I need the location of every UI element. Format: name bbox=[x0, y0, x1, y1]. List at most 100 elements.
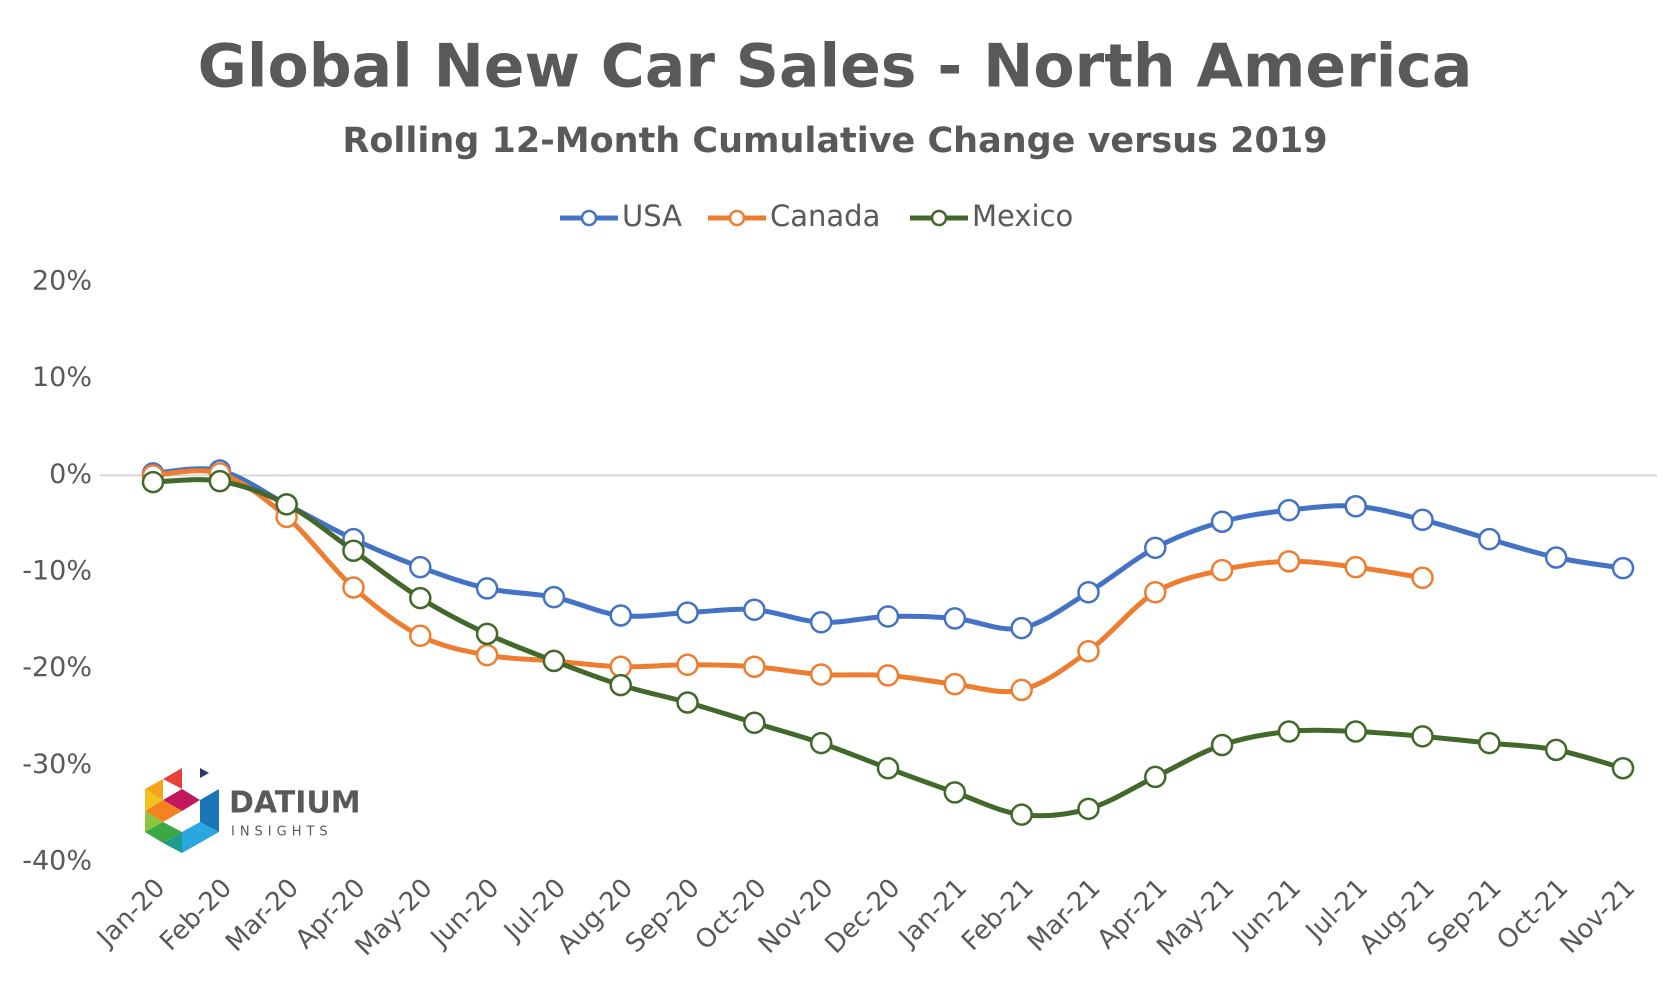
data-point bbox=[542, 649, 566, 673]
x-tick-label: Aug-20 bbox=[552, 873, 639, 960]
data-point bbox=[943, 672, 967, 696]
data-point bbox=[1210, 510, 1234, 533]
data-point bbox=[475, 622, 499, 646]
x-tick-label: Mar-21 bbox=[1022, 873, 1107, 958]
logo-shape bbox=[200, 789, 219, 832]
data-point bbox=[943, 781, 967, 804]
logo-shape bbox=[145, 789, 163, 811]
y-tick-label: 0% bbox=[49, 459, 92, 490]
x-tick-label: Sep-21 bbox=[1422, 873, 1508, 959]
data-point bbox=[1411, 725, 1434, 748]
y-tick-label: 20% bbox=[32, 266, 92, 297]
data-point bbox=[1344, 555, 1367, 579]
y-tick-label: 10% bbox=[32, 362, 92, 393]
data-point bbox=[342, 576, 365, 599]
data-point bbox=[809, 611, 833, 634]
data-point bbox=[475, 577, 499, 600]
data-point bbox=[1611, 556, 1635, 580]
y-tick-label: -40% bbox=[22, 846, 92, 877]
logo: DATIUM INSIGHTS bbox=[145, 768, 361, 853]
x-tick-label: Nov-21 bbox=[1555, 873, 1642, 960]
data-point bbox=[876, 605, 900, 628]
data-point bbox=[409, 555, 432, 579]
data-point bbox=[876, 664, 900, 687]
data-point bbox=[743, 711, 766, 735]
data-point bbox=[943, 607, 967, 630]
logo-name: DATIUM bbox=[229, 786, 361, 821]
x-tick-label: Feb-20 bbox=[154, 873, 238, 957]
data-point bbox=[141, 470, 165, 494]
data-point bbox=[1077, 581, 1100, 604]
data-point bbox=[475, 643, 499, 667]
data-point bbox=[1277, 720, 1301, 743]
legend-label: USA bbox=[622, 199, 682, 233]
data-point bbox=[609, 655, 632, 678]
data-point bbox=[609, 673, 632, 697]
chart-subtitle: Rolling 12-Month Cumulative Change versu… bbox=[342, 121, 1327, 161]
x-tick-label: Dec-20 bbox=[819, 873, 906, 960]
data-point bbox=[1411, 508, 1434, 532]
series bbox=[141, 459, 1635, 640]
data-point bbox=[743, 598, 766, 621]
legend-marker bbox=[728, 209, 746, 227]
data-point bbox=[1411, 566, 1434, 590]
data-point bbox=[1478, 731, 1501, 755]
logo-shape bbox=[163, 832, 182, 853]
series bbox=[141, 462, 1434, 702]
data-point bbox=[1077, 640, 1100, 663]
data-point bbox=[609, 604, 632, 627]
data-point bbox=[1544, 546, 1568, 569]
x-tick-label: Jun-20 bbox=[424, 873, 505, 954]
data-point bbox=[1210, 558, 1234, 582]
data-point bbox=[1210, 733, 1234, 757]
x-tick-label: Jun-21 bbox=[1226, 873, 1307, 954]
legend-marker bbox=[930, 209, 948, 227]
logo-shape bbox=[145, 822, 182, 843]
data-point bbox=[1010, 616, 1033, 640]
data-point bbox=[409, 586, 432, 610]
data-point bbox=[676, 653, 699, 677]
data-point bbox=[1478, 527, 1501, 551]
logo-tagline: INSIGHTS bbox=[231, 825, 333, 840]
data-point bbox=[1544, 738, 1568, 762]
x-tick-label: Aug-21 bbox=[1354, 873, 1441, 960]
y-tick-label: -30% bbox=[22, 749, 92, 780]
data-point bbox=[1010, 678, 1033, 702]
data-point bbox=[342, 539, 365, 562]
data-point bbox=[1611, 756, 1635, 780]
x-tick-label: Jan-21 bbox=[892, 873, 973, 954]
data-point bbox=[876, 756, 900, 780]
legend: USA Canada Mexico bbox=[560, 199, 1073, 233]
data-point bbox=[1277, 498, 1301, 522]
logo-shape bbox=[163, 789, 200, 811]
y-tick-label: -10% bbox=[22, 556, 92, 587]
legend-marker bbox=[580, 209, 598, 227]
data-point bbox=[275, 493, 298, 516]
logo-shape bbox=[145, 800, 182, 822]
data-point bbox=[1077, 797, 1100, 821]
data-point bbox=[542, 585, 566, 609]
data-point bbox=[208, 469, 232, 493]
data-point bbox=[809, 663, 833, 686]
logo-shape bbox=[145, 811, 163, 832]
x-tick-label: Sep-20 bbox=[620, 873, 706, 959]
x-tick-label: Feb-21 bbox=[956, 873, 1040, 957]
data-point bbox=[409, 624, 432, 648]
data-point bbox=[676, 601, 699, 624]
legend-label: Canada bbox=[770, 199, 880, 233]
series-line bbox=[152, 468, 1423, 695]
chart-title: Global New Car Sales - North America bbox=[198, 32, 1473, 102]
data-point bbox=[1344, 495, 1367, 518]
data-point bbox=[1010, 803, 1033, 826]
data-point bbox=[743, 655, 766, 678]
logo-shape bbox=[145, 779, 163, 800]
data-point bbox=[1277, 550, 1301, 573]
logo-shape bbox=[200, 768, 209, 778]
data-point bbox=[1144, 581, 1167, 604]
y-tick-label: -20% bbox=[22, 652, 92, 683]
data-point bbox=[1344, 720, 1367, 743]
data-point bbox=[809, 731, 833, 755]
x-tick-label: Mar-20 bbox=[220, 873, 305, 958]
series bbox=[141, 469, 1635, 826]
